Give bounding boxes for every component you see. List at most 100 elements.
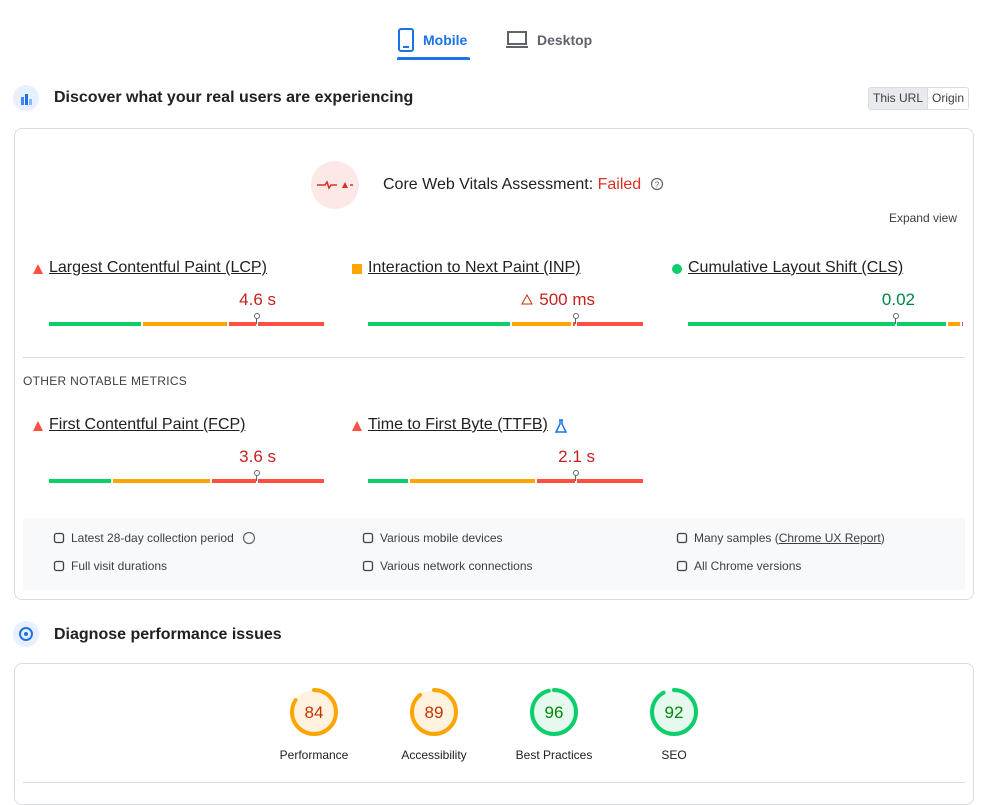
help-icon[interactable] xyxy=(242,531,256,545)
flask xyxy=(554,419,568,433)
info-item: Various network connections xyxy=(362,559,533,573)
info-text: Various mobile devices xyxy=(380,531,503,545)
gauge-bg xyxy=(532,690,576,734)
p75-marker-line xyxy=(256,318,258,324)
experimental-icon xyxy=(554,419,568,433)
metric-name[interactable]: Largest Contentful Paint (LCP) xyxy=(49,259,267,276)
gauge-label[interactable]: Accessibility xyxy=(401,748,467,762)
assessment: Core Web Vitals Assessment: Failed ? xyxy=(383,176,664,194)
value-text: 500 ms xyxy=(539,290,595,309)
page: PageSpeed Insights {"tabs": [{"label": "… xyxy=(13,22,974,805)
divider xyxy=(23,357,965,358)
info-item: Various mobile devices xyxy=(362,531,503,545)
glyph xyxy=(362,560,374,572)
mobile-icon xyxy=(398,28,414,52)
metric-value: 2.1 s xyxy=(558,447,595,467)
info-item: Full visit durations xyxy=(53,559,167,573)
tab-indicator xyxy=(397,57,470,60)
url-toggle: This URL Origin xyxy=(868,87,970,110)
rating-icon xyxy=(352,264,362,274)
value-text: 0.02 xyxy=(881,290,915,309)
p75-marker-line xyxy=(895,318,897,324)
distribution-segment xyxy=(368,479,408,483)
triangle xyxy=(521,293,534,305)
gauge-label[interactable]: SEO xyxy=(661,748,687,762)
p75-marker-line xyxy=(256,475,258,481)
rating-icon xyxy=(33,264,43,274)
info-icon xyxy=(676,560,688,572)
info-box xyxy=(23,518,965,590)
p75-marker-line xyxy=(575,475,577,481)
metric-name[interactable]: First Contentful Paint (FCP) xyxy=(49,416,246,433)
distribution-segment xyxy=(409,479,535,483)
gauges: 84 89 96 92 xyxy=(290,688,698,736)
distribution-segment xyxy=(49,479,111,483)
tab-label: Desktop xyxy=(537,32,593,48)
gauge-arc xyxy=(650,688,698,736)
info-item: Latest 28-day collection period xyxy=(53,531,256,545)
info-link[interactable]: Chrome UX Report xyxy=(778,531,881,545)
divider xyxy=(23,782,965,783)
gauge-score: 84 xyxy=(305,703,324,722)
distribution-segment xyxy=(948,322,961,326)
info-text: Latest 28-day collection period xyxy=(71,531,234,545)
metric-name[interactable]: Time to First Byte (TTFB) xyxy=(368,416,548,433)
gauge-arc xyxy=(290,688,338,736)
toggle-option[interactable]: This URL xyxy=(869,88,929,109)
p75-marker-line xyxy=(575,318,577,324)
tab[interactable]: Desktop xyxy=(505,22,592,58)
assessment-icon xyxy=(311,161,359,209)
assessment-label: Core Web Vitals Assessment: xyxy=(383,176,594,193)
info-icon xyxy=(53,560,65,572)
desktop-icon xyxy=(506,31,528,48)
svg-text:?: ? xyxy=(654,181,659,190)
info-text: Full visit durations xyxy=(71,559,168,573)
tab[interactable]: Mobile xyxy=(397,22,467,58)
distribution-segment xyxy=(49,322,142,326)
value-text: 4.6 s xyxy=(239,290,276,309)
distribution-segment xyxy=(512,322,571,326)
glyph xyxy=(676,560,688,572)
distribution-segment xyxy=(572,322,643,326)
info-icon xyxy=(676,532,688,544)
warning-icon xyxy=(521,293,534,305)
distribution-segment xyxy=(212,479,324,483)
gauge-label[interactable]: Performance xyxy=(279,748,349,762)
rating-icon xyxy=(672,264,682,274)
glyph xyxy=(53,532,65,544)
metric-value: 0.02 xyxy=(882,290,915,310)
distribution-segment xyxy=(368,322,511,326)
lab-icon xyxy=(13,621,39,647)
gauge-score: 92 xyxy=(665,703,684,722)
info-text: All Chrome versions xyxy=(694,559,802,573)
info-text: Various network connections xyxy=(380,559,533,573)
rating-icon xyxy=(352,421,362,431)
metric-name[interactable]: Interaction to Next Paint (INP) xyxy=(368,259,581,276)
distribution-segment xyxy=(229,322,324,326)
section-title: Diagnose performance issues xyxy=(54,626,282,643)
info-icon xyxy=(362,532,374,544)
info-text-part: ) xyxy=(880,531,885,545)
gauge-bg xyxy=(292,690,336,734)
rating-icon xyxy=(33,421,43,431)
info-icon xyxy=(53,532,65,544)
metric-value: 4.6 s xyxy=(239,290,276,310)
expand-view[interactable]: Expand view xyxy=(888,211,957,225)
metric-value: 3.6 s xyxy=(239,447,276,467)
distribution-segment xyxy=(112,479,211,483)
distribution-segment xyxy=(536,479,643,483)
metric-name[interactable]: Cumulative Layout Shift (CLS) xyxy=(688,259,904,276)
value-text: 3.6 s xyxy=(239,447,276,466)
gauge-label[interactable]: Best Practices xyxy=(515,748,593,762)
distribution-segment xyxy=(962,322,964,326)
glyph xyxy=(362,532,374,544)
other-heading: OTHER NOTABLE METRICS xyxy=(23,374,188,388)
gauge-score: 96 xyxy=(545,703,564,722)
gauge-arc xyxy=(410,688,458,736)
body: Mobile Desktop Discover what your real u… xyxy=(13,22,974,805)
glyph xyxy=(53,560,65,572)
section-title: Discover what your real users are experi… xyxy=(54,89,414,106)
help-icon[interactable]: ? xyxy=(650,177,664,191)
toggle-option[interactable]: Origin xyxy=(932,91,965,105)
value-text: 2.1 s xyxy=(558,447,595,466)
